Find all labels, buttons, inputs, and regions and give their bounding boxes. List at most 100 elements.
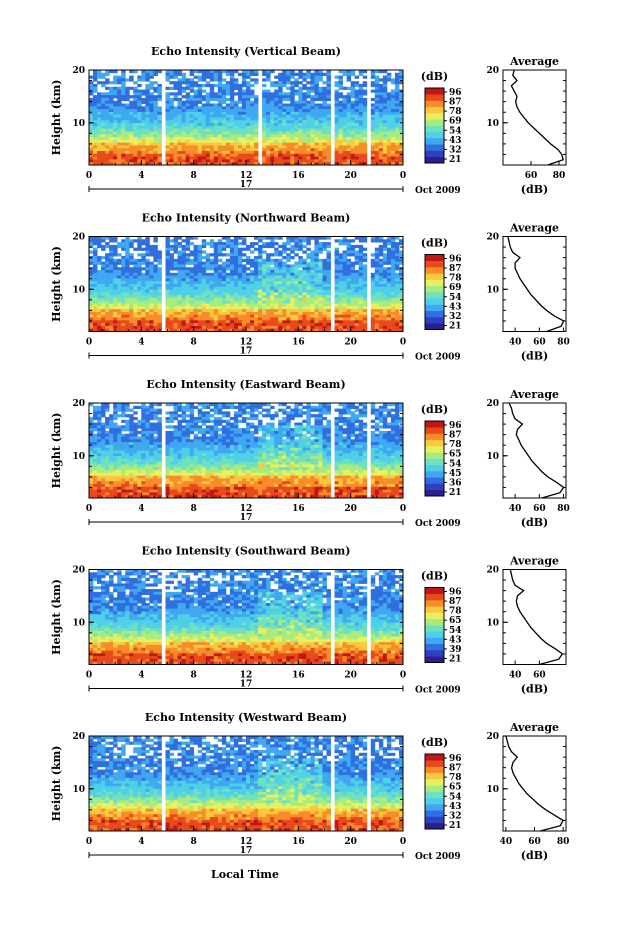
colorbar-tick-label: 78 <box>449 773 462 783</box>
colorbar-tick-label: 87 <box>449 431 462 441</box>
x-tick-label: 16 <box>292 504 305 514</box>
profile-x-tick: 80 <box>553 171 566 181</box>
panel-2: Echo Intensity (Northward Beam) Height (k… <box>50 212 570 363</box>
y-tick-label: 20 <box>72 399 85 409</box>
profile-title: Average <box>509 555 559 568</box>
x-tick-label: 12 <box>240 338 253 348</box>
profile-xlabel: (dB) <box>521 516 548 529</box>
x-axis-label: Local Time <box>211 868 279 881</box>
date-label: Oct 2009 <box>415 353 461 363</box>
date-day: 17 <box>240 680 253 690</box>
average-profile: Average 20 10 40 60 80 (dB) <box>486 388 569 529</box>
colorbar-tick-label: 78 <box>449 607 462 617</box>
colorbar-tick-label: 69 <box>449 283 462 293</box>
profile-title: Average <box>509 721 559 734</box>
x-tick-label: 12 <box>240 837 253 847</box>
x-tick-label: 16 <box>292 671 305 681</box>
y-axis-label: Height (km) <box>50 246 63 322</box>
panel-title: Echo Intensity (Westward Beam) <box>145 711 347 724</box>
x-tick-label: 0 <box>400 338 406 348</box>
y-tick-label: 20 <box>72 233 85 243</box>
colorbar-tick-label: 54 <box>449 792 462 802</box>
y-tick-label: 20 <box>72 732 85 742</box>
x-tick-label: 12 <box>240 504 253 514</box>
profile-y-tick: 20 <box>486 233 499 243</box>
colorbar-tick-label: 65 <box>449 450 462 460</box>
colorbar-tick-label: 21 <box>449 155 462 165</box>
profile-y-tick: 20 <box>486 399 499 409</box>
x-tick-label: 4 <box>138 171 144 181</box>
date-day: 17 <box>240 180 253 190</box>
x-tick-label: 0 <box>86 837 92 847</box>
panel-4: Echo Intensity (Southward Beam) Height (k… <box>50 545 567 696</box>
profile-line <box>509 569 564 666</box>
colorbar-tick-label: 45 <box>449 469 462 479</box>
colorbar-unit: (dB) <box>421 237 448 250</box>
profile-x-tick: 60 <box>525 171 538 181</box>
x-tick-label: 4 <box>138 837 144 847</box>
date-label: Oct 2009 <box>415 686 461 696</box>
average-profile: Average 20 10 40 60 80 (dB) <box>486 222 569 363</box>
profile-y-tick: 10 <box>486 452 499 462</box>
profile-y-tick: 10 <box>486 785 499 795</box>
date-label: Oct 2009 <box>415 186 461 196</box>
colorbar-tick-label: 54 <box>449 459 462 469</box>
colorbar-unit: (dB) <box>421 736 448 749</box>
profile-x-tick: 60 <box>533 338 546 348</box>
x-tick-label: 0 <box>400 171 406 181</box>
heatmap-cells <box>89 236 404 332</box>
x-tick-label: 0 <box>400 671 406 681</box>
x-tick-label: 20 <box>344 171 357 181</box>
panel-title: Echo Intensity (Northward Beam) <box>142 212 351 225</box>
x-tick-label: 0 <box>86 338 92 348</box>
colorbar-tick-label: 65 <box>449 616 462 626</box>
colorbar-tick-label: 43 <box>449 802 462 812</box>
panel-3: Echo Intensity (Eastward Beam) Height (km… <box>50 378 570 529</box>
heatmap-cells <box>89 736 404 832</box>
average-profile: Average 20 10 40 60 80 (dB) <box>486 721 569 862</box>
panel-1: Echo Intensity (Vertical Beam) Height (km… <box>50 45 567 196</box>
y-tick-label: 10 <box>72 785 85 795</box>
colorbar-tick-label: 54 <box>449 293 462 303</box>
y-tick-label: 20 <box>72 66 85 76</box>
colorbar-tick-label: 21 <box>449 821 462 831</box>
profile-x-tick: 80 <box>557 504 570 514</box>
colorbar-tick-label: 87 <box>449 764 462 774</box>
profile-line <box>510 69 564 166</box>
profile-frame <box>502 402 567 499</box>
y-tick-label: 10 <box>72 618 85 628</box>
x-tick-label: 20 <box>344 671 357 681</box>
x-tick-label: 4 <box>138 504 144 514</box>
y-axis-label: Height (km) <box>50 579 63 655</box>
x-tick-label: 8 <box>191 171 197 181</box>
x-tick-label: 16 <box>292 837 305 847</box>
profile-y-tick: 10 <box>486 285 499 295</box>
profile-frame <box>502 236 567 332</box>
colorbar-tick-label: 39 <box>449 645 462 655</box>
colorbar-unit: (dB) <box>421 403 448 416</box>
average-profile: Average 20 10 60 80 (dB) <box>486 55 567 196</box>
x-tick-label: 12 <box>240 671 253 681</box>
x-tick-label: 20 <box>344 837 357 847</box>
panel-title: Echo Intensity (Eastward Beam) <box>146 378 345 391</box>
colorbar-unit: (dB) <box>421 570 448 583</box>
profile-y-tick: 10 <box>486 119 499 129</box>
panel-5: Echo Intensity (Westward Beam) Height (km… <box>50 711 569 862</box>
colorbar-tick-label: 87 <box>449 98 462 108</box>
profile-y-tick: 20 <box>486 566 499 576</box>
x-tick-label: 4 <box>138 338 144 348</box>
profile-frame <box>502 569 567 665</box>
colorbar-tick-label: 32 <box>449 145 462 155</box>
y-tick-label: 10 <box>72 285 85 295</box>
date-label: Oct 2009 <box>415 519 461 529</box>
x-tick-label: 20 <box>344 504 357 514</box>
profile-x-tick: 40 <box>509 671 522 681</box>
colorbar-tick-label: 78 <box>449 440 462 450</box>
profile-y-tick: 20 <box>486 66 499 76</box>
